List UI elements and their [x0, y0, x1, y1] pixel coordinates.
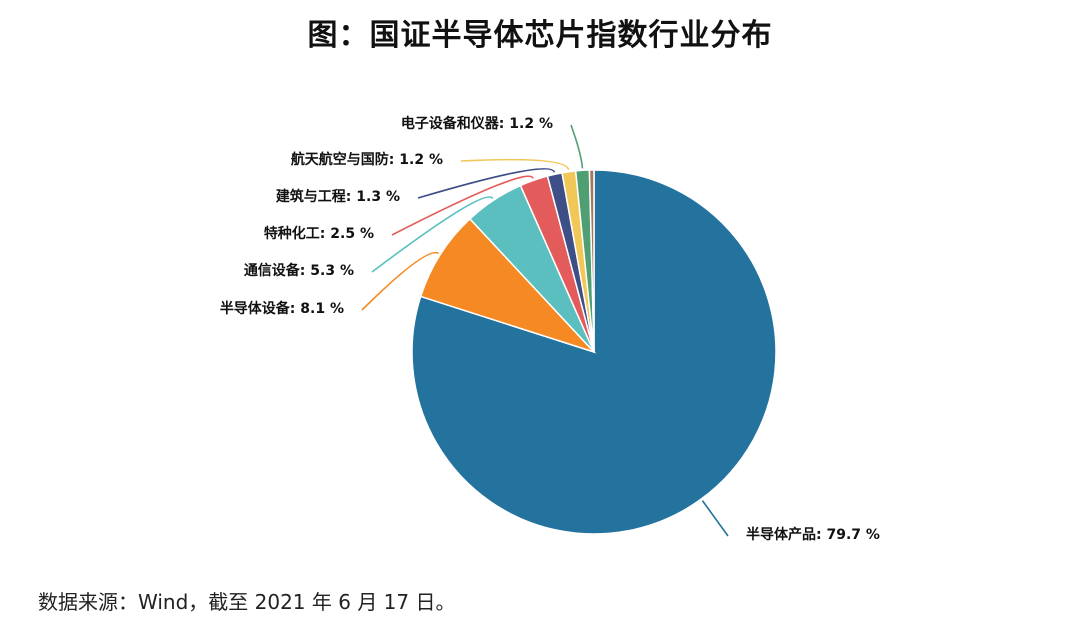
- slice-label-1: 半导体设备: 8.1 %: [220, 300, 344, 317]
- leader-line-3: [391, 175, 534, 236]
- leader-line-1: [361, 251, 440, 311]
- chart-title: 图：国证半导体芯片指数行业分布: [307, 18, 773, 53]
- pie-slice-0: [411, 169, 777, 535]
- slice-label-2: 通信设备: 5.3 %: [244, 262, 354, 279]
- pie-slice-1: [419, 217, 597, 354]
- pie-chart: 半导体产品: 79.7 % 半导体设备: 8.1 % 通信设备: 5.3 % 特种化工…: [220, 115, 880, 543]
- pie-slices: [411, 169, 777, 535]
- slice-label-0: 半导体产品: 79.7 %: [746, 526, 880, 543]
- slice-label-4: 建筑与工程: 1.3 %: [276, 188, 400, 205]
- leader-line-4: [417, 168, 556, 199]
- slice-label-5: 航天航空与国防: 1.2 %: [291, 151, 443, 168]
- leader-line-0: [701, 500, 729, 537]
- leader-lines: [361, 124, 729, 537]
- leader-line-6: [570, 124, 584, 169]
- leader-line-2: [371, 196, 494, 273]
- source-note: 数据来源：Wind，截至 2021 年 6 月 17 日。: [38, 590, 456, 614]
- pie-slice-7: [588, 169, 595, 353]
- slice-labels: 半导体产品: 79.7 % 半导体设备: 8.1 % 通信设备: 5.3 % 特种化工…: [220, 115, 880, 543]
- slice-label-3: 特种化工: 2.5 %: [264, 225, 374, 242]
- slice-label-6: 电子设备和仪器: 1.2 %: [401, 115, 553, 132]
- leader-line-5: [460, 158, 570, 171]
